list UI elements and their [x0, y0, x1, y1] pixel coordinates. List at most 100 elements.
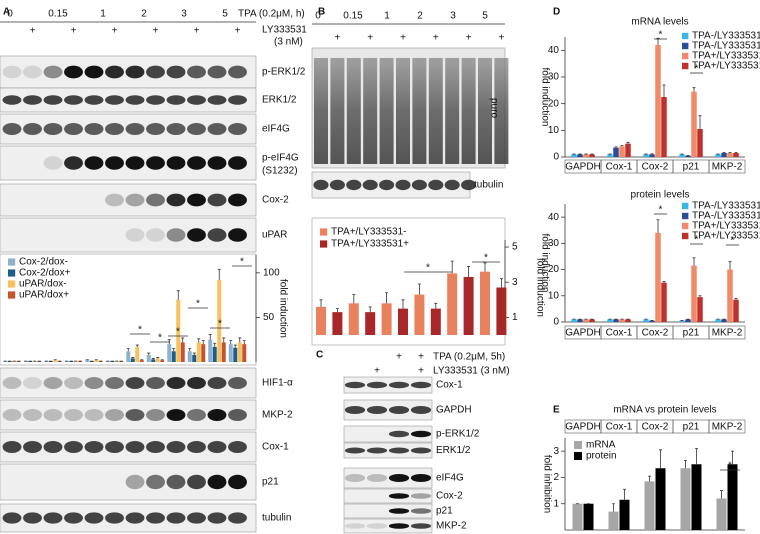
band	[166, 512, 186, 524]
smear	[396, 58, 410, 164]
bar	[643, 319, 649, 322]
inhibitor-label: LY333531	[262, 25, 307, 36]
bar	[28, 361, 33, 362]
band	[228, 474, 247, 490]
time-label: 1	[384, 11, 390, 22]
legend-swatch	[8, 258, 16, 266]
band	[187, 512, 206, 524]
error-bar	[692, 257, 696, 266]
bar	[679, 320, 685, 322]
band	[228, 377, 247, 389]
bar	[733, 299, 739, 322]
smear	[363, 58, 378, 164]
band	[187, 409, 206, 421]
band	[207, 65, 227, 79]
plus-mark: +	[433, 33, 439, 44]
error-bar	[201, 340, 205, 345]
band	[125, 95, 145, 105]
x-tick-label: GAPDH	[565, 162, 601, 173]
bar	[697, 297, 703, 322]
bar	[572, 503, 583, 530]
bar	[180, 342, 185, 362]
y-tick-label: 10	[548, 290, 560, 301]
bar	[32, 361, 37, 362]
significance-mark: *	[196, 299, 200, 310]
blot-label: tubulin	[262, 513, 291, 524]
legend-swatch	[8, 269, 16, 277]
blot-label: p-ERK1/2	[436, 429, 480, 440]
band	[344, 447, 366, 454]
band	[344, 381, 366, 389]
legend-label: TPA+/LY333531+	[692, 231, 760, 242]
band	[105, 512, 124, 524]
legend-swatch	[8, 280, 16, 288]
blot-label: Cox-1	[262, 442, 289, 453]
bar	[130, 358, 135, 362]
bar	[151, 359, 156, 362]
error-bar	[698, 115, 702, 129]
bar	[187, 351, 192, 362]
bar	[643, 154, 649, 157]
band	[166, 193, 186, 207]
time-label: 0.15	[343, 11, 363, 22]
bar	[613, 147, 619, 157]
bar	[53, 360, 58, 362]
plus-mark: +	[367, 33, 373, 44]
bar	[463, 276, 474, 335]
legend-swatch	[682, 202, 689, 210]
bar	[691, 265, 697, 322]
band	[146, 512, 165, 524]
significance-mark: *	[731, 236, 735, 247]
error-bar	[650, 153, 654, 155]
bar	[727, 269, 733, 322]
bar	[237, 342, 242, 362]
x-tick-label: GAPDH	[565, 328, 601, 339]
band	[388, 447, 410, 454]
y-tick-label: 10	[548, 125, 560, 136]
band	[84, 512, 104, 524]
band	[2, 123, 22, 135]
bar	[691, 464, 702, 530]
legend-label: TPA-/LY333531-	[692, 31, 760, 42]
x-tick-label: Cox-1	[606, 328, 633, 339]
bar	[44, 361, 49, 362]
time-label: 5	[222, 9, 228, 20]
blot-label: p21	[262, 477, 279, 488]
band	[105, 123, 124, 135]
error-bar	[131, 357, 135, 359]
legend-label: uPAR/dox-	[19, 279, 67, 290]
band	[64, 377, 83, 389]
blot-label: eIF4G	[436, 473, 464, 484]
band	[410, 508, 432, 514]
band	[2, 441, 22, 453]
band	[43, 95, 63, 105]
band	[146, 123, 165, 135]
band	[125, 193, 145, 207]
blot-label: p21	[436, 506, 453, 517]
error-bar	[648, 475, 651, 482]
band	[84, 441, 104, 453]
time-label: 2	[417, 11, 423, 22]
error-bar	[176, 290, 180, 300]
band	[428, 179, 444, 191]
band	[125, 65, 145, 79]
blot	[343, 503, 433, 519]
error-bar	[467, 265, 471, 277]
x-tick-label: GAPDH	[565, 422, 601, 433]
legend-label: TPA+/LY333531-	[692, 221, 760, 232]
legend-label: TPA-/LY333531-	[692, 201, 760, 212]
significance-mark: *	[659, 205, 663, 216]
band	[207, 193, 227, 207]
legend-label: Cox-2/dox+	[19, 268, 71, 279]
band	[64, 65, 83, 79]
band	[388, 493, 410, 499]
bar	[94, 360, 99, 362]
panel-letter: A	[3, 7, 10, 18]
y-axis-label: fold induction	[539, 68, 550, 127]
bar	[365, 312, 376, 335]
band	[64, 123, 83, 135]
band	[366, 381, 388, 389]
y-tick-label: 40	[548, 212, 560, 223]
bar	[7, 361, 12, 362]
error-bar	[385, 292, 389, 304]
